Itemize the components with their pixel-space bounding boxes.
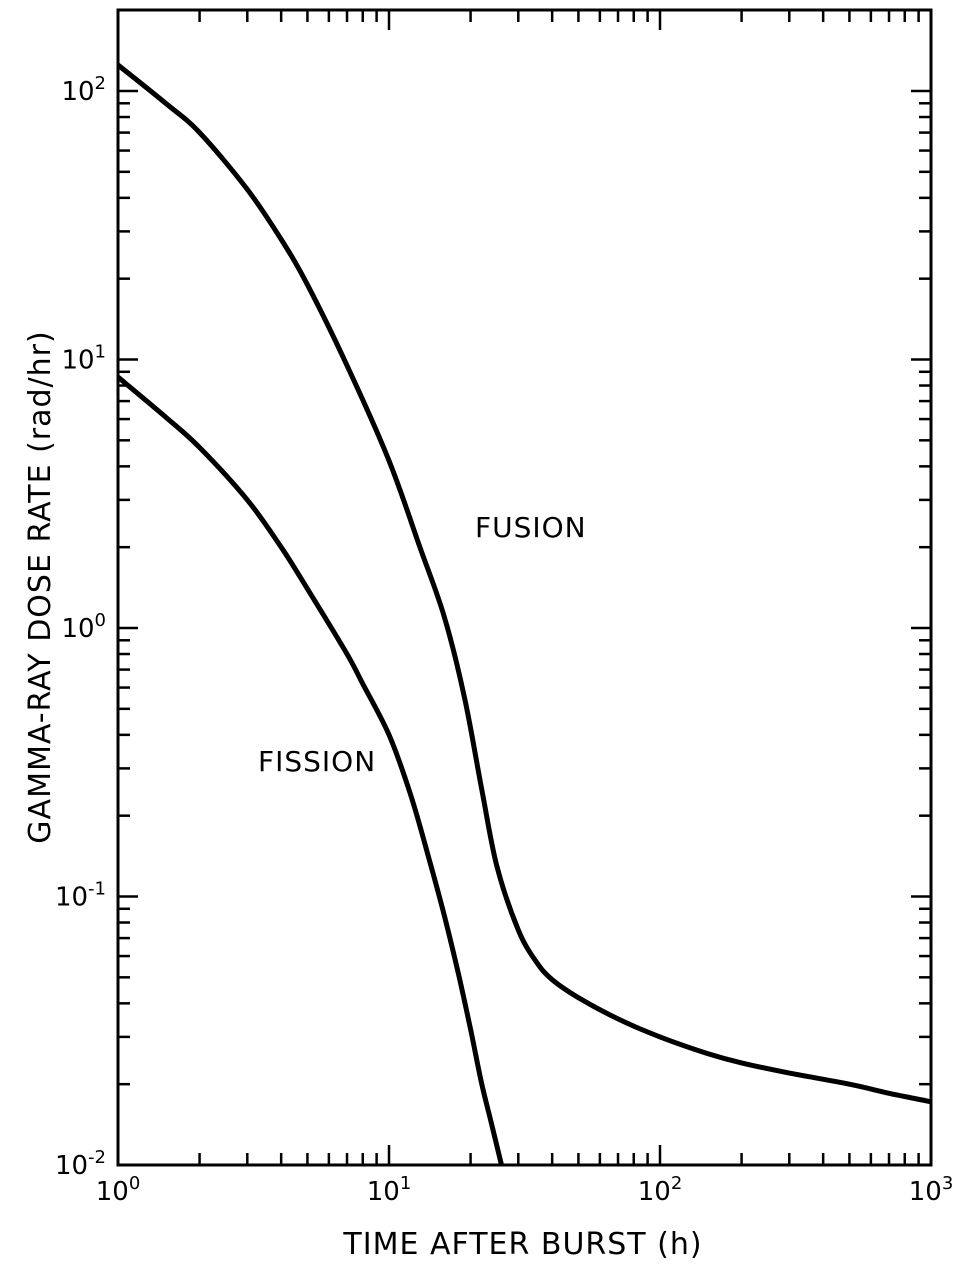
- fission-curve: [116, 375, 504, 1166]
- plot-frame: [116, 8, 933, 1167]
- fusion-curve: [116, 63, 932, 1105]
- x-tick-label: 101: [367, 1173, 412, 1207]
- fission-label: FISSION: [258, 745, 376, 778]
- fusion-label: FUSION: [475, 511, 587, 544]
- y-axis-label: GAMMA-RAY DOSE RATE (rad/hr): [23, 330, 58, 843]
- x-tick-label: 102: [638, 1173, 683, 1207]
- y-tick-label: 102: [61, 73, 106, 107]
- y-tick-label: 100: [61, 610, 106, 644]
- curves: [116, 63, 932, 1166]
- y-tick-label: 10-1: [55, 879, 106, 913]
- axis-ticks: [118, 8, 931, 1165]
- x-axis-label: TIME AFTER BURST (h): [342, 1227, 702, 1262]
- tick-labels: 100 101 102 103 10-2 10-1 100 101 102: [55, 73, 953, 1207]
- x-tick-label: 103: [909, 1173, 954, 1207]
- y-tick-label: 101: [61, 342, 106, 376]
- y-tick-label: 10-2: [55, 1147, 106, 1181]
- x-tick-label: 100: [96, 1173, 141, 1207]
